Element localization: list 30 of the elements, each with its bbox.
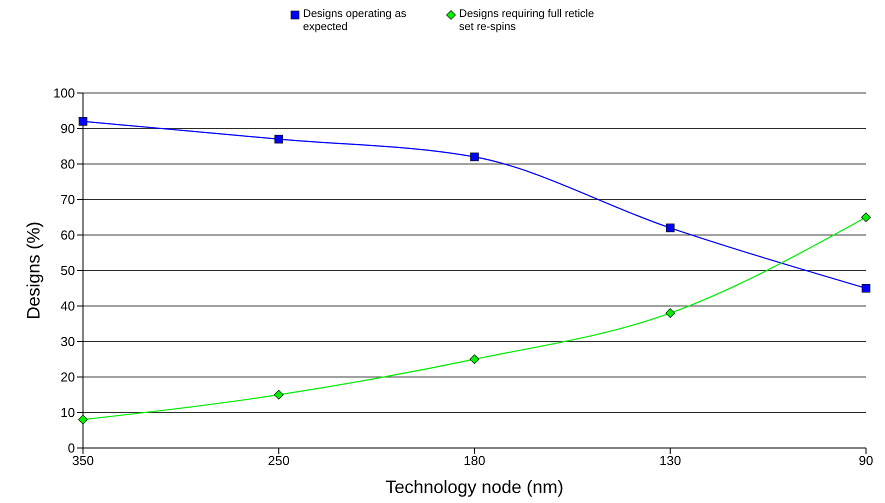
x-tick-label: 90 (858, 453, 874, 468)
x-tick-label: 130 (659, 453, 682, 468)
y-tick-label: 80 (60, 156, 75, 172)
x-tick-label: 350 (72, 453, 94, 468)
y-tick-label: 60 (60, 228, 75, 243)
point (470, 152, 479, 162)
y-tick-label: 100 (53, 86, 75, 101)
y-tick-label: 0 (68, 440, 75, 456)
legend-label: Designs operating as expected (303, 8, 408, 34)
y-tick-label: 30 (60, 334, 75, 350)
point (666, 224, 675, 232)
point (78, 117, 88, 126)
point (862, 284, 870, 293)
y-tick-label: 70 (60, 192, 75, 208)
point (470, 354, 480, 364)
x-axis-title: Technology node (nm) (385, 477, 564, 497)
y-tick-label: 20 (60, 370, 75, 385)
y-tick-label: 10 (60, 405, 75, 420)
point (78, 414, 88, 424)
point (861, 212, 871, 222)
x-tick-label: 180 (464, 453, 486, 468)
y-tick-label: 40 (60, 298, 75, 314)
y-tick-label: 90 (60, 121, 75, 136)
legend-label: Designs requiring full reticle set re-spins (459, 8, 596, 34)
point (665, 308, 676, 318)
point (274, 390, 284, 400)
x-tick-label: 250 (268, 453, 290, 468)
point (274, 134, 284, 144)
y-axis-title: Designs (%) (23, 221, 44, 320)
y-tick-label: 50 (60, 263, 75, 278)
